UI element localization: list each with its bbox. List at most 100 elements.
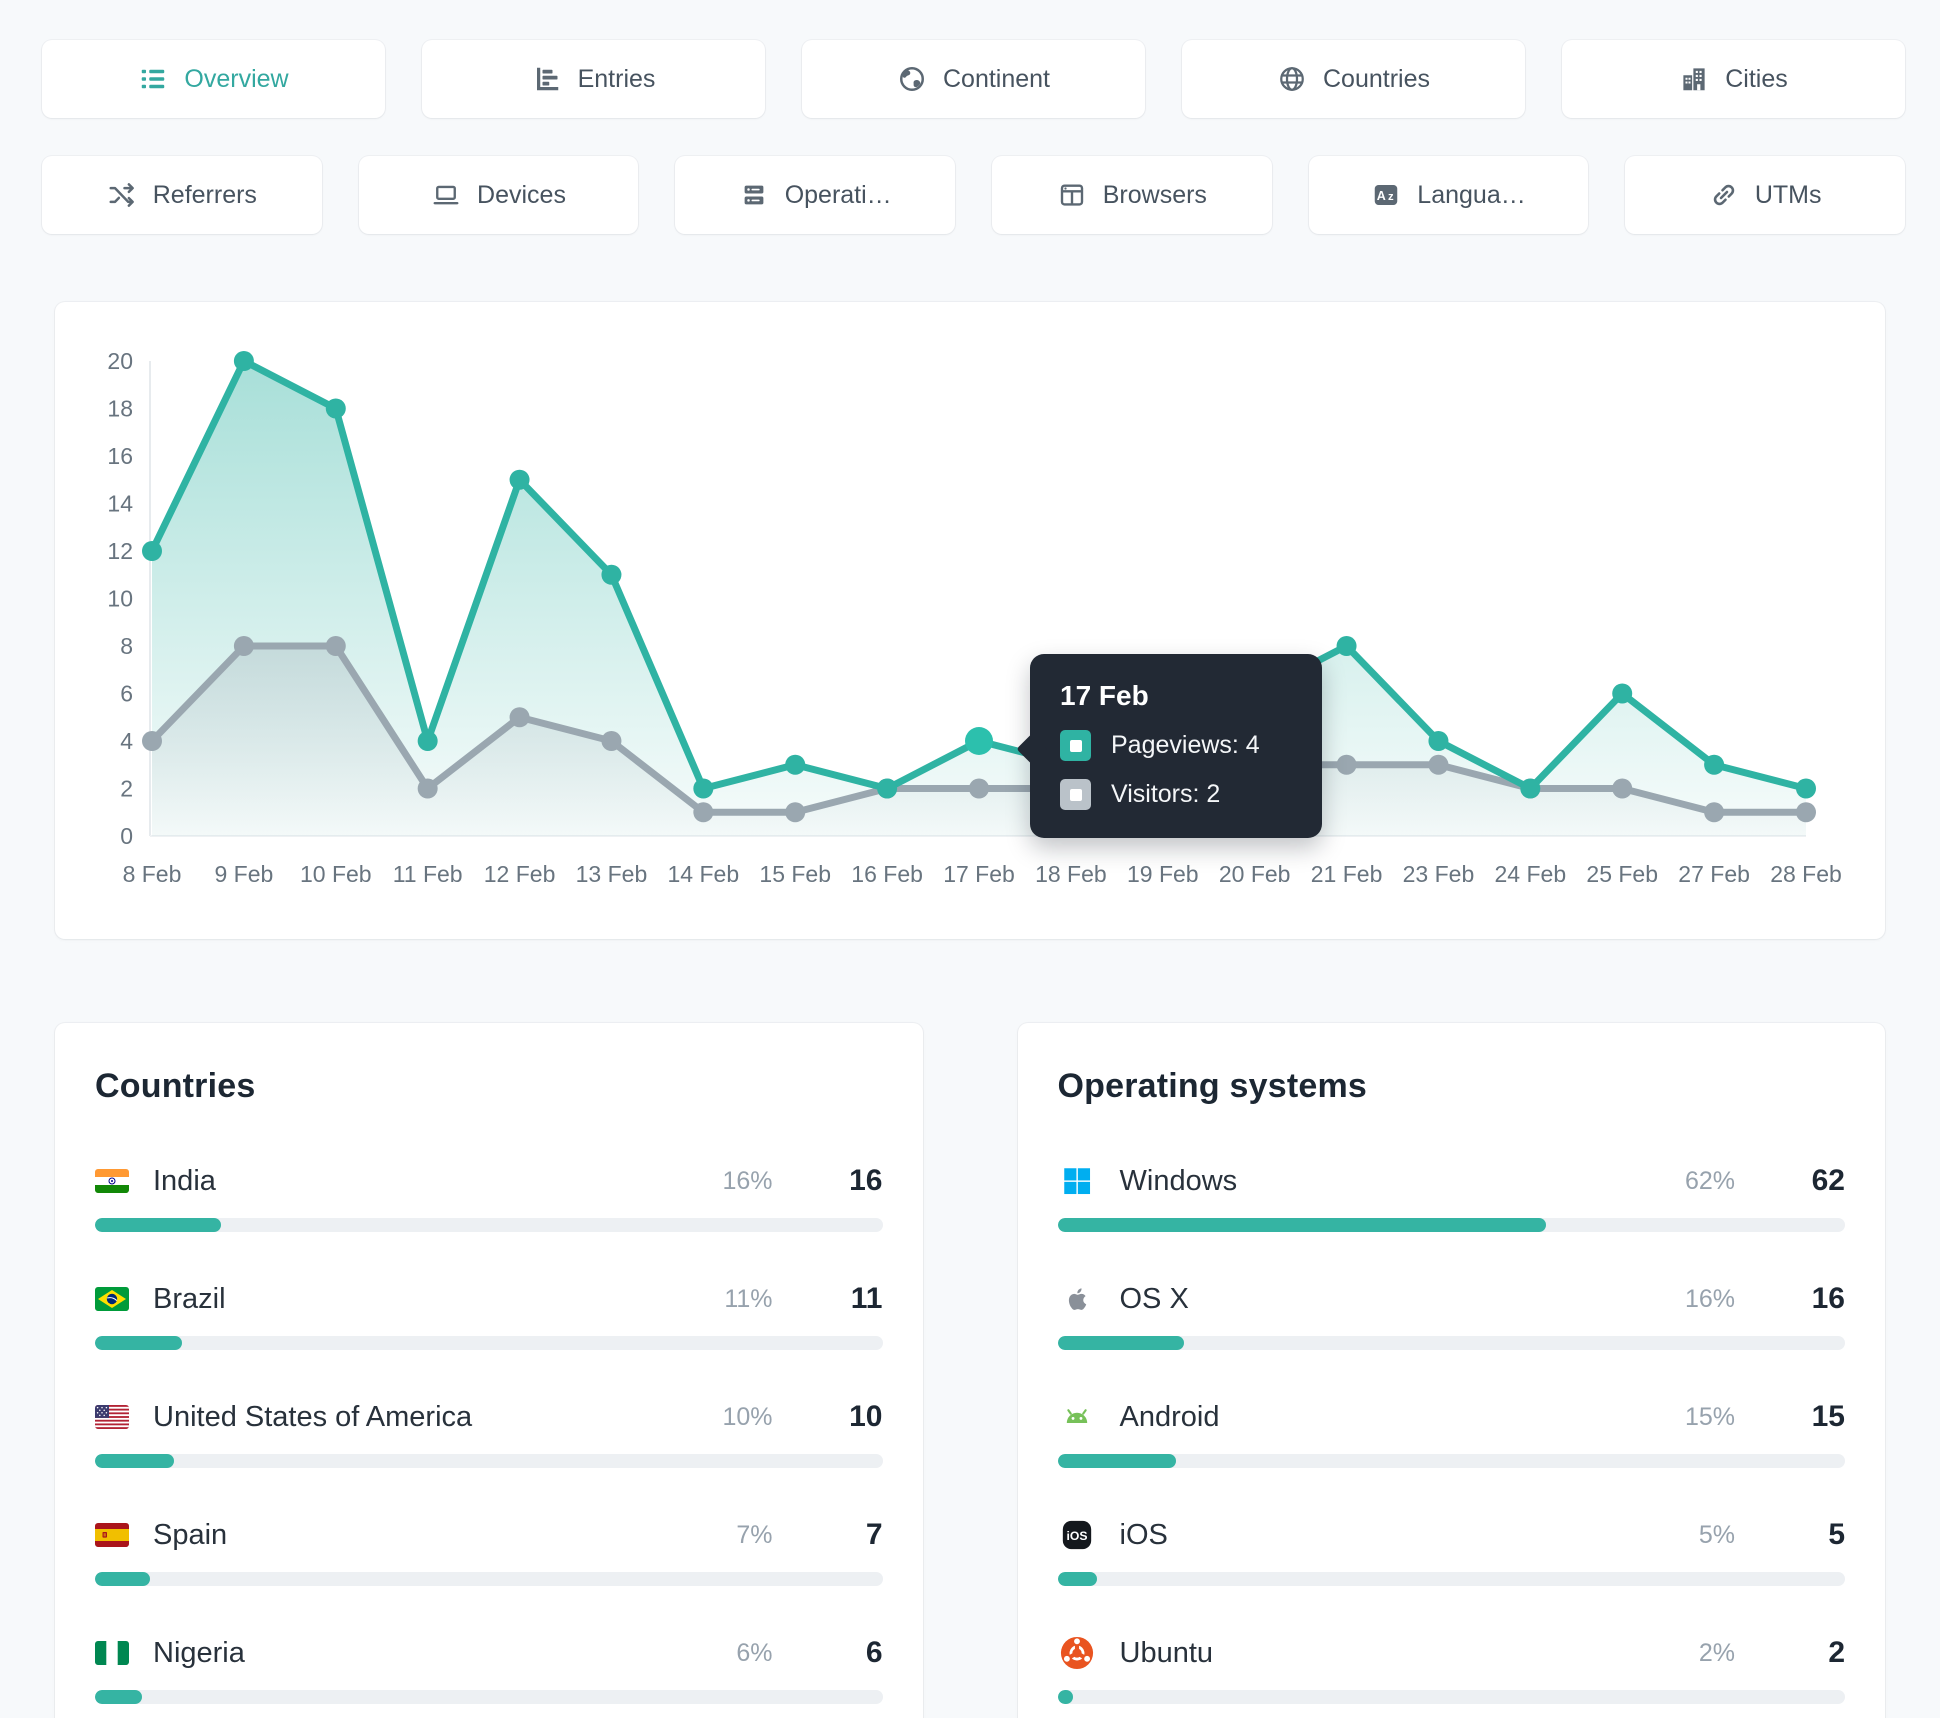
tab-cities[interactable]: Cities [1562,40,1905,118]
tab-entries[interactable]: Entries [422,40,765,118]
tab-label: Overview [184,64,289,93]
stat-label: Ubuntu [1119,1636,1214,1669]
tab-continent[interactable]: Continent [802,40,1145,118]
x-tick-label: 14 Feb [668,861,740,887]
windows-icon [1058,1167,1096,1195]
pageviews-point-highlighted[interactable] [965,727,993,755]
stat-row-header: Spain 7% 7 [95,1518,883,1552]
progress-fill [95,1218,221,1232]
pageviews-point[interactable] [601,564,622,585]
stat-percent: 16% [722,1166,773,1195]
stat-row-brazil: Brazil 11% 11 [95,1282,883,1350]
pageviews-point[interactable] [785,754,806,775]
stat-row-header: Brazil 11% 11 [95,1282,883,1316]
y-tick-label: 12 [107,538,133,564]
pageviews-point[interactable] [693,778,714,799]
pageviews-point[interactable] [233,351,254,371]
tab-label: Referrers [152,180,257,209]
visitors-point[interactable] [509,707,530,728]
pageviews-point[interactable] [325,398,346,419]
visitors-point[interactable] [785,802,806,823]
earth-icon [897,64,927,94]
x-tick-label: 9 Feb [214,861,273,887]
pageviews-area [152,361,1806,836]
flag-spain-icon [95,1523,129,1547]
flag-usa-icon [95,1405,129,1429]
pageviews-visitors-chart[interactable]: 0 2 4 6 8 10 12 14 16 18 20 8 Feb 9 Feb 10 Feb 11 Feb 1… [55,302,1885,939]
stat-label: United States of America [153,1400,473,1433]
ios-icon: iOS [1058,1520,1096,1550]
server-icon [739,180,769,210]
tab-label: Cities [1725,64,1788,93]
y-tick-label: 20 [107,348,133,374]
pageviews-point[interactable] [142,541,162,561]
x-tick-label: 11 Feb [393,861,463,887]
y-tick-label: 8 [120,633,133,659]
stat-value: 11 [850,1282,883,1315]
tab-label: Devices [477,180,566,209]
tab-utms[interactable]: UTMs [1625,156,1906,234]
tab-countries[interactable]: Countries [1182,40,1525,118]
progress-bar [95,1218,883,1232]
tab-operating-systems[interactable]: Operati… [675,156,956,234]
tooltip-metric: Visitors: 2 [1111,780,1221,808]
stat-value: 15 [1811,1400,1845,1433]
tab-devices[interactable]: Devices [358,156,639,234]
visitors-point[interactable] [417,778,438,799]
countries-panel: Countries India 16% 16 Brazil 11% 11 United St… [55,1023,923,1718]
progress-fill [1057,1454,1176,1468]
stat-value: 6 [865,1636,883,1669]
tab-label: Entries [577,64,656,93]
stat-row-windows: Windows 62% 62 [1057,1164,1845,1232]
visitors-area [152,646,1806,836]
x-tick-label: 24 Feb [1495,861,1567,887]
stat-percent: 10% [722,1402,773,1431]
pageviews-point[interactable] [1704,754,1725,775]
stat-percent: 62% [1684,1166,1735,1195]
pageviews-point[interactable] [1520,778,1541,799]
visitors-point[interactable] [233,636,254,656]
pageviews-point[interactable] [417,731,438,751]
visitors-point[interactable] [1336,754,1357,775]
visitors-point[interactable] [1612,778,1633,799]
progress-bar [95,1572,883,1586]
stat-percent: 2% [1698,1638,1735,1667]
stat-percent: 11% [724,1284,773,1313]
visitors-point[interactable] [601,731,622,751]
pageviews-point[interactable] [1796,778,1816,799]
stat-row-android: Android 15% 15 [1057,1400,1845,1468]
visitors-point[interactable] [325,636,346,656]
pageviews-point[interactable] [1336,636,1357,656]
tab-browsers[interactable]: Browsers [992,156,1272,234]
tooltip-row: Visitors: 2 [1060,779,1292,810]
stat-percent: 5% [1698,1520,1735,1549]
progress-bar [95,1454,883,1468]
stat-row-header: Android 15% 15 [1058,1400,1845,1434]
visitors-point[interactable] [969,778,989,799]
stat-label: Android [1119,1400,1220,1433]
visitors-point[interactable] [693,802,714,823]
x-tick-label: 19 Feb [1127,861,1199,887]
tab-referrers[interactable]: Referrers [42,156,322,234]
pageviews-point[interactable] [1612,683,1633,704]
tab-overview[interactable]: Overview [42,40,385,118]
visitors-point[interactable] [1796,802,1816,823]
x-tick-label: 23 Feb [1403,861,1475,887]
stat-label: India [153,1164,216,1197]
flag-india-icon [95,1169,129,1193]
progress-bar [1057,1572,1845,1586]
swatch-inner [1069,788,1082,801]
visitors-point[interactable] [1704,802,1725,823]
y-tick-label: 4 [120,728,133,754]
pageviews-point[interactable] [509,469,530,490]
pageviews-point[interactable] [1428,731,1449,751]
os-panel-title: Operating systems [1057,1067,1368,1105]
stat-label: Nigeria [153,1636,245,1669]
tooltip-date: 17 Feb [1060,680,1149,711]
pageviews-point[interactable] [877,778,898,799]
visitors-point[interactable] [1428,754,1449,775]
visitors-point[interactable] [142,731,162,751]
